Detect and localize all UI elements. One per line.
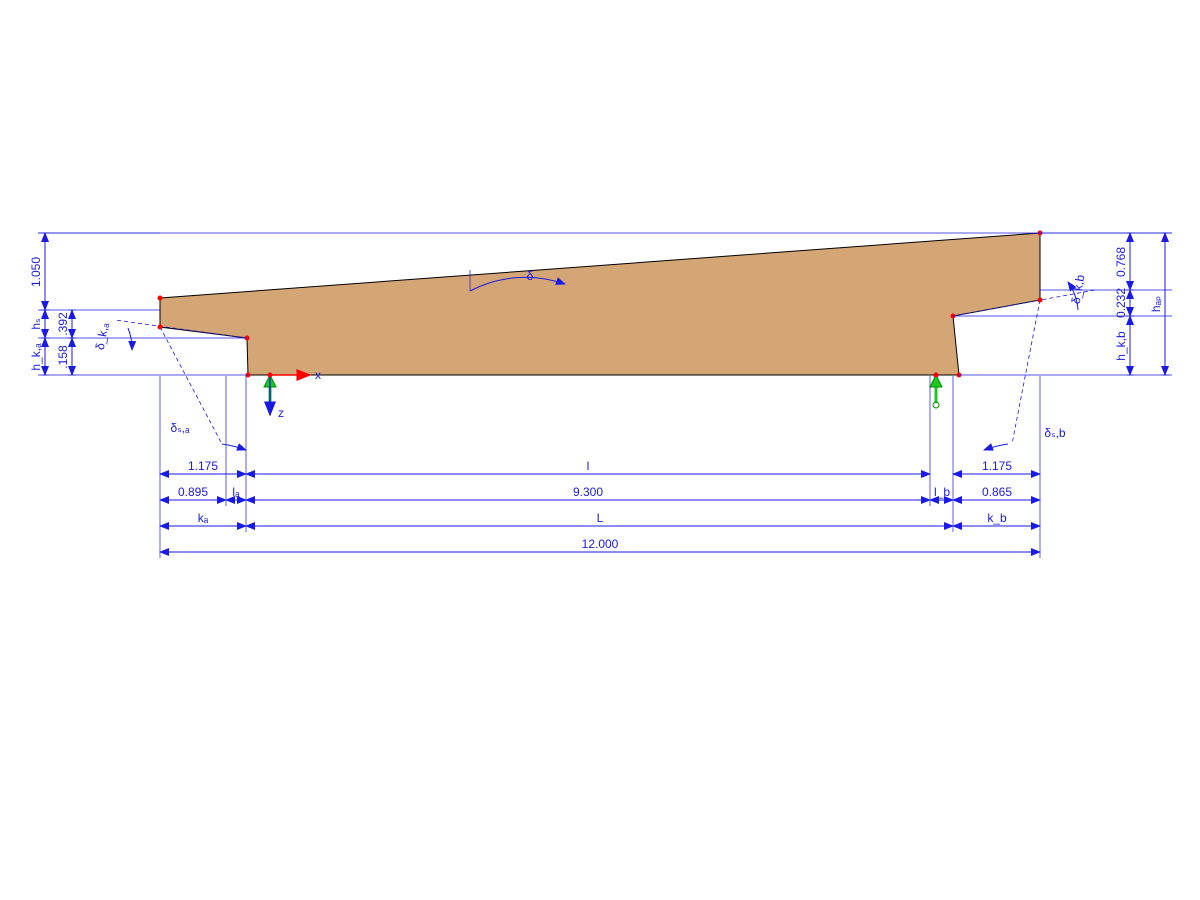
- dim-value: 0.232: [1114, 288, 1128, 318]
- beam-diagram: δ δₛ,ₐ δₛ,b δ_k,ₐ δ_k,bx z 12.000 kₐ Lk_b 0.895 lₐ…: [0, 0, 1200, 900]
- dim-value: 1.175: [188, 459, 218, 473]
- axis-x-label: x: [315, 368, 321, 382]
- beam-profile: [160, 233, 1040, 375]
- dim-value: kₐ: [198, 511, 209, 525]
- dim-value: k_b: [987, 511, 1007, 525]
- angle-label: δ: [527, 269, 534, 283]
- dim-value: 0.768: [1114, 247, 1128, 277]
- support-icon: [930, 375, 942, 408]
- angle-arc: [222, 444, 246, 450]
- dim-value: 1.175: [982, 459, 1012, 473]
- node-point: [1038, 298, 1043, 303]
- angle-arc: [128, 328, 132, 350]
- dim-value: .392: [56, 312, 70, 336]
- angle-label: δₛ,b: [1044, 426, 1065, 440]
- dim-value: 12.000: [582, 537, 619, 551]
- angle-label: δ_k,ₐ: [93, 321, 112, 351]
- angle-guide: [160, 327, 222, 444]
- dim-value: h_k,b: [1114, 331, 1128, 361]
- dim-value: hₐₚ: [1149, 296, 1163, 312]
- axis-z-label: z: [278, 406, 284, 420]
- dim-value: 0.865: [982, 485, 1012, 499]
- dim-value: lₐ: [232, 485, 240, 499]
- dim-value: l_b: [934, 485, 950, 499]
- node-point: [158, 325, 163, 330]
- node-point: [934, 373, 939, 378]
- node-point: [158, 296, 163, 301]
- dim-value: l: [587, 459, 590, 473]
- dim-value: 9.300: [573, 485, 603, 499]
- angle-label: δ_k,b: [1069, 273, 1088, 305]
- dim-value: L: [597, 511, 604, 525]
- dim-value: 0.895: [178, 485, 208, 499]
- angle-arc: [984, 444, 1008, 450]
- angle-label: δₛ,ₐ: [171, 421, 190, 435]
- angle-guide: [1012, 300, 1040, 444]
- dim-value: .158: [56, 345, 70, 369]
- node-point: [268, 373, 273, 378]
- dim-value: 1.050: [29, 257, 43, 287]
- dim-value: h_k,ₐ: [29, 343, 43, 371]
- dim-value: hₛ: [29, 318, 43, 329]
